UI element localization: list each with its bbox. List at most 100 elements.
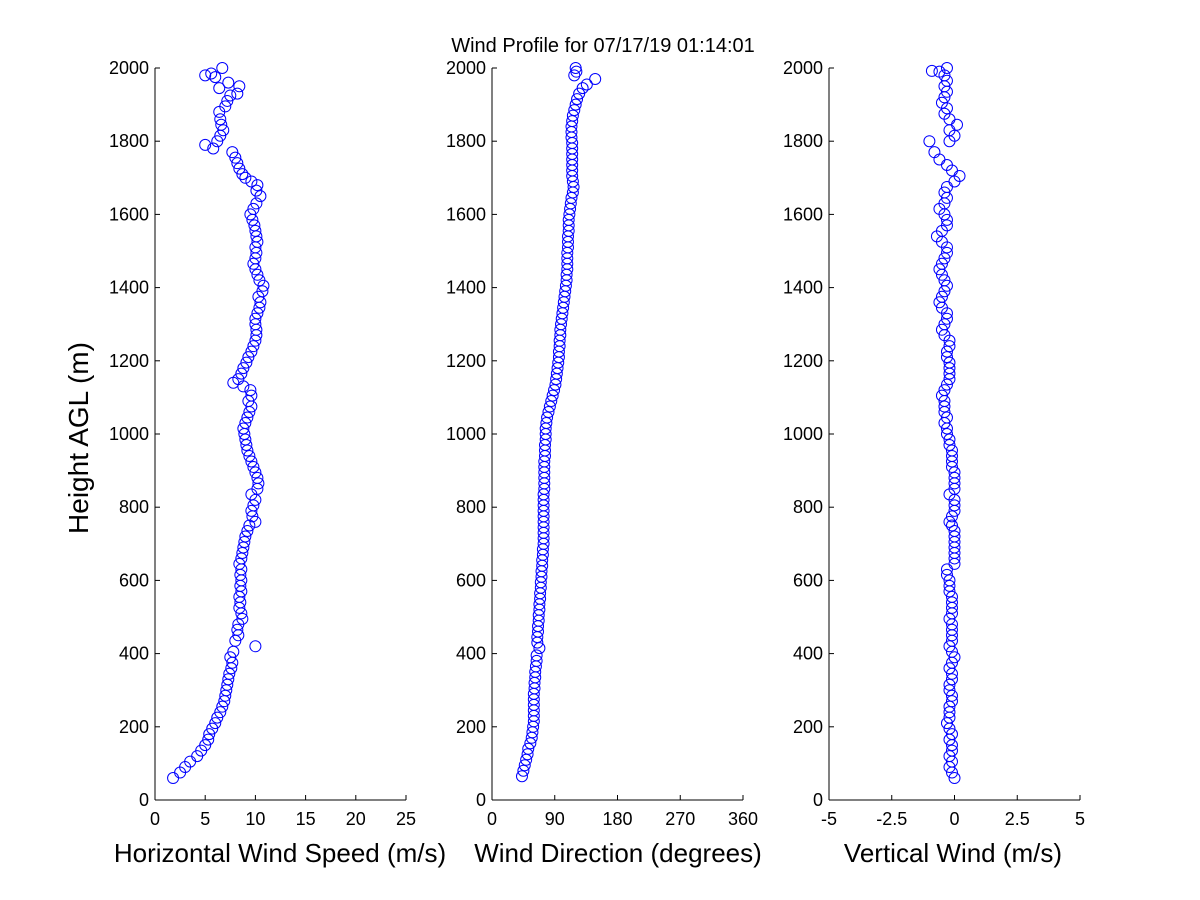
y-tick-label: 2000 <box>109 58 149 78</box>
data-point <box>241 524 254 537</box>
data-point <box>940 411 953 424</box>
y-tick-label: 1200 <box>109 351 149 371</box>
data-point <box>222 673 235 686</box>
data-point <box>232 373 245 386</box>
y-tick-label: 0 <box>139 790 149 810</box>
data-point <box>214 113 227 126</box>
data-point <box>568 104 581 117</box>
x-tick-label: 360 <box>728 809 758 829</box>
vertical-wind-panel: 0 200 400 600 800 1000 1200 1400 1600 1800 2000 -5 -… <box>783 58 1085 829</box>
y-tick-label: 200 <box>456 717 486 737</box>
data-point <box>223 667 236 680</box>
data-point <box>209 717 222 730</box>
y-tick-label: 400 <box>793 644 823 664</box>
data-point <box>209 71 222 84</box>
data-point <box>239 530 252 543</box>
data-point <box>943 574 956 587</box>
data-point <box>233 162 246 175</box>
y-tick-label: 1600 <box>446 204 486 224</box>
data-point <box>543 400 556 413</box>
y-tick-label: 2000 <box>783 58 823 78</box>
data-point <box>226 146 239 159</box>
data-point <box>943 700 956 713</box>
y-tick-label: 400 <box>456 644 486 664</box>
data-point <box>938 107 951 120</box>
y-tick-label: 200 <box>119 717 149 737</box>
y-tick-label: 1800 <box>109 131 149 151</box>
data-point <box>231 623 244 636</box>
y-tick-label: 600 <box>119 570 149 590</box>
data-point <box>235 367 248 380</box>
y-tick-label: 600 <box>793 570 823 590</box>
data-point <box>245 345 258 358</box>
data-point <box>215 118 228 131</box>
y-tick-label: 400 <box>119 644 149 664</box>
data-point <box>205 67 218 80</box>
data-point <box>945 590 958 603</box>
data-point <box>943 579 956 592</box>
data-point <box>938 400 951 413</box>
data-point <box>940 246 953 259</box>
y-tick-label: 200 <box>793 717 823 737</box>
data-point <box>219 100 232 113</box>
data-point <box>521 748 534 761</box>
data-point <box>948 524 961 537</box>
x-tick-label: -5 <box>821 809 837 829</box>
data-point <box>569 62 582 74</box>
data-point <box>211 711 224 724</box>
data-point <box>945 623 958 636</box>
data-point <box>948 499 961 512</box>
data-point <box>236 168 249 181</box>
data-point <box>943 640 956 653</box>
data-point <box>576 82 589 95</box>
data-point <box>515 770 528 783</box>
data-point <box>951 118 964 131</box>
data-point <box>244 208 257 221</box>
data-point <box>940 62 953 74</box>
data-point <box>940 213 953 226</box>
data-point <box>236 612 249 625</box>
data-point <box>245 504 258 517</box>
data-point <box>943 356 956 369</box>
y-tick-label: 1000 <box>446 424 486 444</box>
data-point <box>943 433 956 446</box>
data-point <box>948 651 961 664</box>
y-tick-label: 1000 <box>109 424 149 444</box>
x-tick-label: 180 <box>602 809 632 829</box>
data-point <box>207 142 220 155</box>
data-point <box>945 444 958 457</box>
data-point <box>247 460 260 473</box>
data-point <box>530 649 543 662</box>
y-tick-label: 1400 <box>783 278 823 298</box>
data-point <box>242 351 255 364</box>
y-tick-label: 0 <box>813 790 823 810</box>
data-point <box>940 568 953 581</box>
data-point <box>938 318 951 331</box>
y-tick-label: 2000 <box>446 58 486 78</box>
data-point <box>570 65 583 78</box>
data-point <box>237 422 250 435</box>
data-point <box>938 252 951 265</box>
data-point <box>518 759 531 772</box>
data-point <box>216 62 229 74</box>
data-point <box>933 153 946 166</box>
data-point <box>251 179 264 192</box>
speed-panel: 0 200 400 600 800 1000 1200 1400 1600 1800 2000 0 5 1… <box>109 58 416 829</box>
data-point <box>247 257 260 270</box>
data-point <box>251 268 264 281</box>
data-point <box>940 345 953 358</box>
data-point <box>943 612 956 625</box>
data-point <box>237 362 250 375</box>
y-tick-label: 1800 <box>446 131 486 151</box>
data-point <box>935 290 948 303</box>
data-point <box>943 438 956 451</box>
data-point <box>241 411 254 424</box>
data-point <box>589 72 602 85</box>
data-point <box>248 219 261 232</box>
y-tick-label: 1600 <box>109 204 149 224</box>
data-point <box>245 175 258 188</box>
data-point <box>239 417 252 430</box>
data-point <box>245 389 258 402</box>
data-point <box>948 772 961 785</box>
